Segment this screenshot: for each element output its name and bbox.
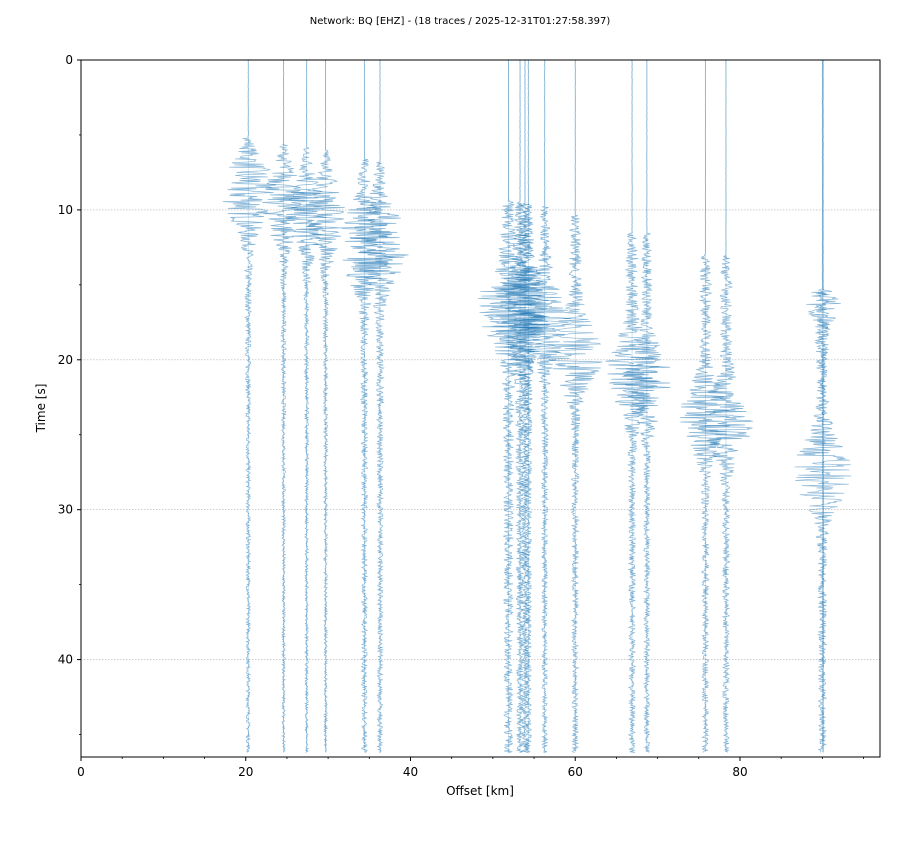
traces-layer	[222, 59, 852, 753]
seismic-trace	[305, 59, 345, 753]
grid-layer	[81, 209, 880, 660]
seismic-trace	[262, 59, 306, 753]
y-axis-label: Time [s]	[34, 384, 48, 434]
y-axis: 0 10 20 30 40	[58, 53, 81, 735]
seismic-trace	[605, 59, 660, 753]
seismic-trace	[340, 59, 396, 753]
y-tick-label: 20	[58, 353, 73, 367]
seismic-trace	[680, 59, 730, 753]
y-tick-label: 10	[58, 203, 73, 217]
seismic-trace	[794, 59, 852, 753]
seismic-trace	[519, 59, 571, 753]
y-tick-label: 40	[58, 653, 73, 667]
seismic-trace	[286, 59, 327, 753]
x-axis: 0 20 40 60 80	[77, 757, 864, 779]
seismic-trace	[350, 59, 409, 753]
y-tick-label: 30	[58, 503, 73, 517]
seismic-trace	[222, 59, 277, 753]
x-tick-label: 20	[238, 765, 253, 779]
x-tick-label: 60	[568, 765, 583, 779]
seismic-trace	[477, 59, 538, 753]
seismic-trace	[545, 59, 603, 753]
x-axis-label: Offset [km]	[446, 784, 514, 798]
seismic-trace	[698, 59, 753, 753]
seismic-trace	[501, 59, 549, 753]
x-tick-label: 0	[77, 765, 85, 779]
y-tick-label: 0	[65, 53, 73, 67]
chart-title: Network: BQ [EHZ] - (18 traces / 2025-12…	[310, 16, 611, 27]
seismic-trace	[623, 59, 671, 753]
seismic-trace	[491, 59, 551, 753]
x-tick-label: 40	[403, 765, 418, 779]
plot-frame	[80, 59, 881, 758]
seismic-trace	[806, 59, 841, 753]
seismic-trace	[507, 59, 549, 753]
x-tick-label: 80	[732, 765, 747, 779]
